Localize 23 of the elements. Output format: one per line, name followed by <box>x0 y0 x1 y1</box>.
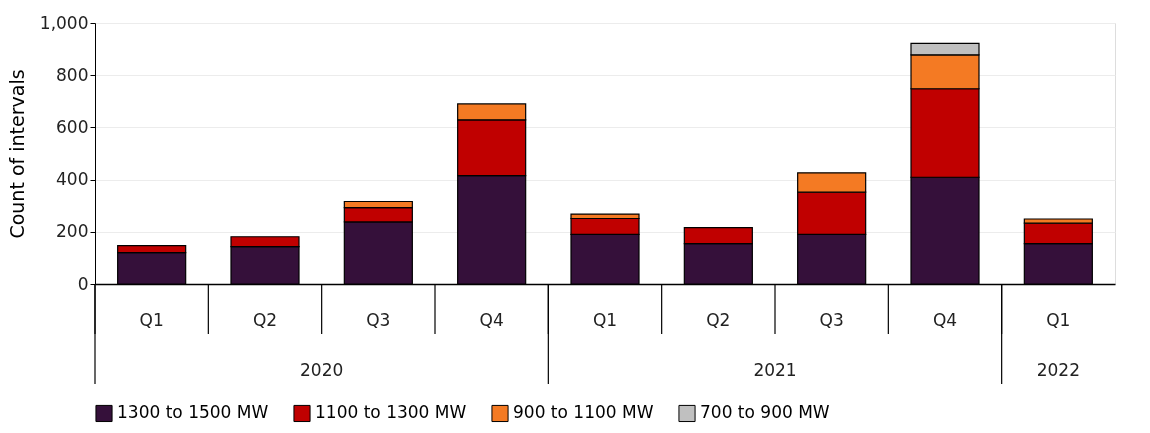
text: 2020 <box>300 360 344 380</box>
y-tick-label: 800 <box>56 64 89 85</box>
y-tick-label: 400 <box>56 169 89 190</box>
x-tick-label: Q4 <box>479 310 504 330</box>
x-tick-label: Q1 <box>139 310 164 330</box>
y-tick-label: 200 <box>56 221 89 242</box>
legend-label: 1100 to 1300 MW <box>315 402 467 423</box>
x-tick-label: Q2 <box>706 310 731 330</box>
text: 2021 <box>753 360 797 380</box>
x-tick-label: Q3 <box>366 310 391 330</box>
y-tick-label: 0 <box>77 273 89 294</box>
y-tick-label: 600 <box>56 116 89 137</box>
x-tick-label: Q1 <box>592 310 618 330</box>
x-tick-label: Q4 <box>932 310 958 330</box>
legend-label: 700 to 900 MW <box>700 402 830 423</box>
x-tick-label: Q1 <box>1046 310 1071 330</box>
y-tick-label: 1,000 <box>39 12 89 33</box>
legend-label: 1300 to 1500 MW <box>117 402 269 423</box>
legend-label: 900 to 1100 MW <box>513 402 654 423</box>
text: 2022 <box>1036 360 1080 380</box>
x-tick-label: Q2 <box>252 310 278 330</box>
y-axis-title: Count of intervals <box>5 69 28 239</box>
x-tick-label: Q3 <box>819 310 844 330</box>
